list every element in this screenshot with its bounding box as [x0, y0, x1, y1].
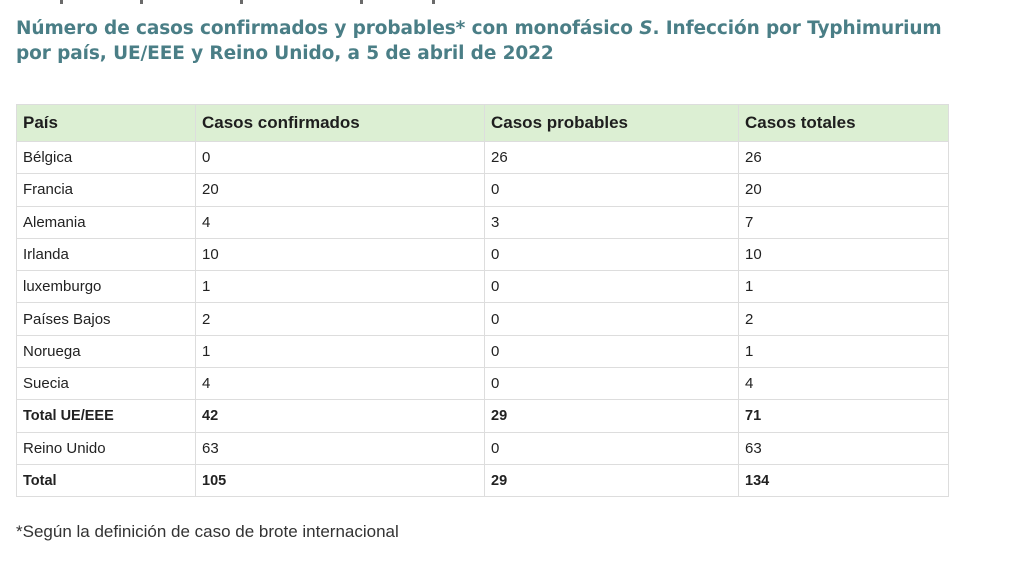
cell-confirmed: 105	[195, 463, 485, 498]
cell-country: Irlanda	[16, 237, 196, 272]
cell-country: Total UE/EEE	[16, 399, 196, 433]
cell-confirmed: 4	[195, 367, 485, 401]
cell-country: Bélgica	[16, 140, 196, 175]
header-confirmed: Casos confirmados	[195, 104, 485, 142]
table-row: luxemburgo 1 0 1	[16, 270, 949, 304]
header-total: Casos totales	[738, 104, 949, 142]
cell-total: 71	[738, 399, 949, 433]
cell-total: 1	[738, 270, 949, 304]
cell-probable: 0	[484, 431, 739, 465]
table-row: Bélgica 0 26 26	[16, 140, 949, 175]
cell-confirmed: 0	[195, 140, 485, 175]
cell-probable: 0	[484, 302, 739, 336]
table-row: Países Bajos 2 0 2	[16, 302, 949, 336]
cell-total: 4	[738, 367, 949, 401]
cell-total: 20	[738, 173, 949, 207]
cell-confirmed: 42	[195, 399, 485, 433]
cell-country: Francia	[16, 173, 196, 207]
title-italic-s: S	[639, 18, 653, 39]
cell-total: 2	[738, 302, 949, 336]
cases-table-container: País Casos confirmados Casos probables C…	[16, 104, 949, 498]
cell-country: luxemburgo	[16, 270, 196, 304]
cell-total: 26	[738, 140, 949, 175]
title-part1: Número de casos confirmados y probables*…	[16, 18, 640, 39]
cell-probable: 0	[484, 334, 739, 369]
cell-confirmed: 63	[195, 431, 485, 465]
table-row: Francia 20 0 20	[16, 173, 949, 207]
cell-probable: 3	[484, 205, 739, 239]
cell-probable: 29	[484, 399, 739, 433]
cell-probable: 0	[484, 367, 739, 401]
cell-total: 10	[738, 237, 949, 272]
cell-confirmed: 10	[195, 237, 485, 272]
table-row-total: Total 105 29 134	[16, 463, 949, 498]
cell-probable: 0	[484, 270, 739, 304]
cell-confirmed: 1	[195, 270, 485, 304]
table-header-row: País Casos confirmados Casos probables C…	[16, 104, 949, 142]
table-row: Suecia 4 0 4	[16, 367, 949, 401]
cell-total: 134	[738, 463, 949, 498]
table-row: Irlanda 10 0 10	[16, 237, 949, 272]
cell-confirmed: 4	[195, 205, 485, 239]
title-part2: . Infección por Typhimurium por país, UE…	[16, 18, 942, 64]
cell-country: Reino Unido	[16, 431, 196, 465]
cell-probable: 0	[484, 173, 739, 207]
cell-total: 63	[738, 431, 949, 465]
page-title: Número de casos confirmados y probables*…	[16, 16, 976, 66]
cell-country: Total	[16, 463, 196, 498]
table-row-subtotal: Total UE/EEE 42 29 71	[16, 399, 949, 433]
footnote: *Según la definición de caso de brote in…	[16, 522, 399, 541]
table-row: Noruega 1 0 1	[16, 334, 949, 369]
cell-country: Noruega	[16, 334, 196, 369]
table-row: Alemania 4 3 7	[16, 205, 949, 239]
cell-total: 7	[738, 205, 949, 239]
cell-confirmed: 2	[195, 302, 485, 336]
cell-confirmed: 20	[195, 173, 485, 207]
cell-probable: 26	[484, 140, 739, 175]
table-row: Reino Unido 63 0 63	[16, 431, 949, 465]
cell-confirmed: 1	[195, 334, 485, 369]
cell-probable: 29	[484, 463, 739, 498]
cell-total: 1	[738, 334, 949, 369]
cell-probable: 0	[484, 237, 739, 272]
cell-country: Países Bajos	[16, 302, 196, 336]
cell-country: Alemania	[16, 205, 196, 239]
header-probable: Casos probables	[484, 104, 739, 142]
clipped-top-edge	[60, 0, 440, 4]
cell-country: Suecia	[16, 367, 196, 401]
header-country: País	[16, 104, 196, 142]
cases-table: País Casos confirmados Casos probables C…	[16, 104, 949, 498]
